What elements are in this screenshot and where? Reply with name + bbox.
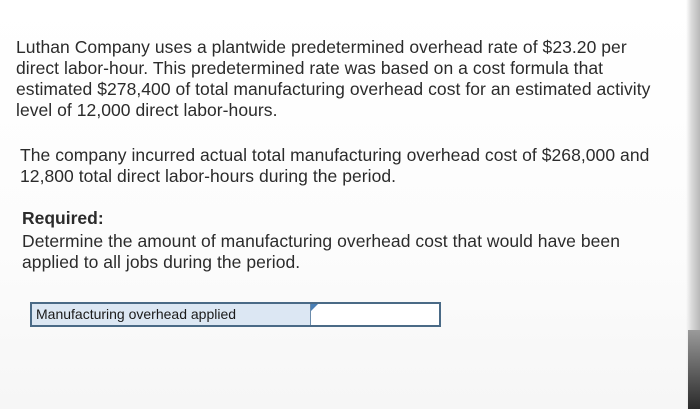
problem-paragraph-1: Luthan Company uses a plantwide predeter… <box>16 37 651 120</box>
answer-input-cell[interactable] <box>311 304 439 325</box>
answer-table: Manufacturing overhead applied <box>30 302 441 327</box>
screen-edge-shadow <box>688 330 700 409</box>
required-heading: Required: <box>22 208 104 228</box>
overhead-applied-input[interactable] <box>311 304 439 325</box>
required-text: Determine the amount of manufacturing ov… <box>22 231 620 272</box>
problem-paragraph-2: The company incurred actual total manufa… <box>20 145 650 186</box>
answer-label: Manufacturing overhead applied <box>32 304 311 325</box>
screen-edge <box>686 0 700 409</box>
